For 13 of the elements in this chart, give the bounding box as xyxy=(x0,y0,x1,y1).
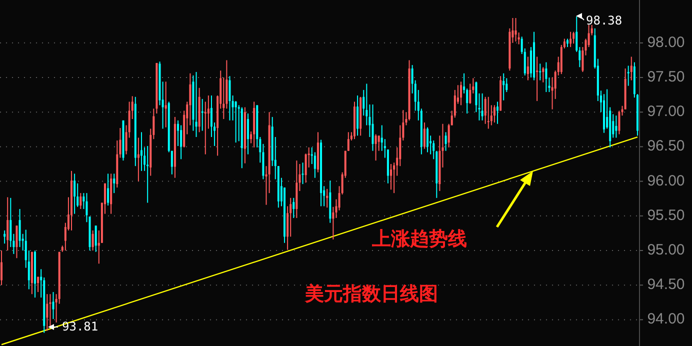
y-tick-label: 94.50 xyxy=(647,276,685,294)
y-tick-label: 98.00 xyxy=(647,34,685,51)
annotation: 98.38 xyxy=(586,13,622,28)
y-tick-label: 96.50 xyxy=(647,138,685,155)
annotation: 美元指数日线图 xyxy=(304,282,438,305)
y-tick-label: 97.50 xyxy=(647,68,685,86)
annotation: 上涨趋势线 xyxy=(371,228,467,250)
y-tick-label: 95.00 xyxy=(647,241,685,258)
annotation: 93.81 xyxy=(62,319,98,334)
y-tick-label: 96.00 xyxy=(647,172,685,190)
y-tick-label: 95.50 xyxy=(647,206,685,224)
y-tick-label: 97.00 xyxy=(647,103,685,120)
y-tick-label: 94.00 xyxy=(647,310,685,328)
